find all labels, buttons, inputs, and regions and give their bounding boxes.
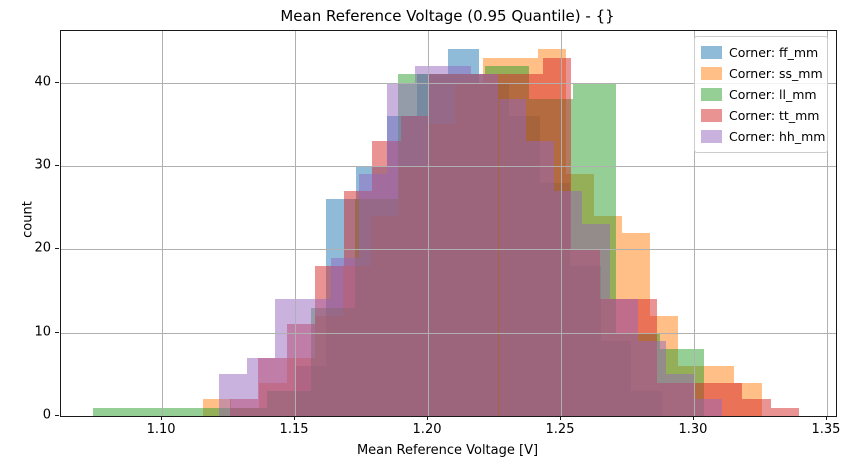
hist-bar-hh_mm bbox=[219, 374, 248, 416]
x-tick-label: 1.15 bbox=[279, 422, 309, 437]
legend-label: Corner: ll_mm bbox=[729, 87, 817, 102]
chart-title: Mean Reference Voltage (0.95 Quantile) -… bbox=[280, 7, 615, 25]
x-axis-label: Mean Reference Voltage [V] bbox=[356, 443, 539, 458]
legend-label: Corner: tt_mm bbox=[729, 108, 820, 123]
hist-bar-hh_mm bbox=[330, 257, 359, 416]
legend-swatch-ff_mm bbox=[701, 46, 722, 59]
legend-item-tt_mm: Corner: tt_mm bbox=[701, 105, 819, 126]
hist-bar-ll_mm bbox=[92, 407, 137, 416]
hist-bar-tt_mm bbox=[770, 407, 800, 416]
x-tick-label: 1.35 bbox=[811, 422, 841, 437]
y-axis-label: count bbox=[20, 201, 36, 238]
hist-bar-hh_mm bbox=[275, 299, 304, 416]
y-tick-label: 10 bbox=[34, 324, 51, 340]
hist-bar-hh_mm bbox=[610, 299, 639, 416]
y-tick-label: 30 bbox=[34, 157, 51, 173]
legend-swatch-ll_mm bbox=[701, 88, 722, 101]
x-tick-label: 1.10 bbox=[146, 422, 176, 437]
hist-bar-hh_mm bbox=[358, 174, 387, 416]
hist-bar-hh_mm bbox=[442, 66, 471, 416]
hist-bar-hh_mm bbox=[470, 74, 499, 416]
legend-item-ll_mm: Corner: ll_mm bbox=[701, 84, 819, 105]
hist-bar-hh_mm bbox=[526, 141, 555, 416]
x-tick-mark bbox=[427, 416, 429, 420]
y-tick-label: 20 bbox=[34, 240, 51, 256]
legend: Corner: ff_mm Corner: ss_mm Corner: ll_mm C… bbox=[694, 36, 828, 153]
y-tick-mark bbox=[55, 248, 59, 250]
y-tick-mark bbox=[55, 165, 59, 166]
hist-bar-hh_mm bbox=[498, 99, 527, 416]
x-tick-mark bbox=[560, 416, 561, 420]
x-tick-label: 1.20 bbox=[412, 422, 442, 437]
legend-label: Corner: ss_mm bbox=[729, 66, 823, 81]
y-tick-mark bbox=[55, 81, 59, 83]
x-tick-mark bbox=[825, 416, 827, 420]
hist-bar-hh_mm bbox=[693, 399, 722, 416]
y-tick-label: 0 bbox=[42, 407, 51, 423]
y-tick-label: 40 bbox=[34, 74, 51, 90]
hist-bar-hh_mm bbox=[303, 299, 331, 416]
x-tick-label: 1.30 bbox=[678, 422, 708, 437]
legend-item-ss_mm: Corner: ss_mm bbox=[701, 63, 823, 84]
legend-item-ff_mm: Corner: ff_mm bbox=[701, 42, 819, 63]
legend-item-hh_mm: Corner: hh_mm bbox=[701, 126, 825, 147]
hist-bar-hh_mm bbox=[414, 66, 443, 416]
x-tick-label: 1.25 bbox=[545, 422, 575, 437]
y-tick-mark bbox=[55, 331, 59, 333]
hist-bar-hh_mm bbox=[386, 82, 415, 416]
legend-swatch-hh_mm bbox=[701, 130, 722, 143]
hist-bar-hh_mm bbox=[582, 224, 611, 416]
hist-bar-tt_mm bbox=[742, 399, 771, 416]
x-tick-mark bbox=[294, 416, 296, 420]
legend-label: Corner: ff_mm bbox=[729, 45, 819, 60]
hist-bar-hh_mm bbox=[247, 357, 276, 416]
hist-bar-hh_mm bbox=[666, 374, 694, 416]
x-tick-mark bbox=[161, 416, 163, 420]
hist-bar-ll_mm bbox=[180, 407, 224, 416]
hist-bar-hh_mm bbox=[554, 191, 583, 416]
x-tick-mark bbox=[692, 416, 694, 420]
legend-swatch-ss_mm bbox=[701, 67, 722, 80]
y-tick-mark bbox=[55, 415, 59, 416]
legend-label: Corner: hh_mm bbox=[729, 129, 826, 144]
legend-swatch-tt_mm bbox=[701, 109, 722, 122]
hist-bar-ll_mm bbox=[136, 407, 181, 416]
hist-bar-hh_mm bbox=[638, 341, 667, 416]
